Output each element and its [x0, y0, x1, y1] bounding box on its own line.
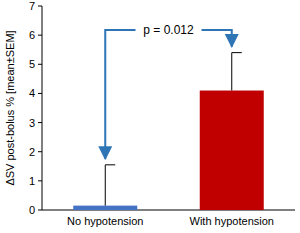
- bar: [73, 206, 137, 210]
- y-tick: [38, 180, 42, 181]
- y-tick: [38, 6, 42, 7]
- y-axis-label: ΔSV post-bolus % [mean±SEM]: [4, 30, 16, 185]
- x-tick-label: With hypotension: [190, 215, 274, 227]
- annotation-arrow: [105, 30, 135, 159]
- y-tick: [38, 151, 42, 152]
- y-tick-label: 6: [29, 29, 35, 41]
- error-cap: [232, 52, 242, 53]
- error-bar: [105, 165, 115, 206]
- y-tick-label: 3: [29, 117, 35, 129]
- x-tick-label: No hypotension: [67, 215, 143, 227]
- chart-container: 0 1 2 3 4 5 6 7 ΔSV post-bolus % [mean±SEM] No hy…: [0, 0, 300, 233]
- y-tick: [38, 35, 42, 36]
- error-stem: [231, 53, 232, 91]
- y-tick-label: 0: [29, 204, 35, 216]
- error-cap: [105, 164, 115, 165]
- y-tick-label: 5: [29, 58, 35, 70]
- y-tick: [38, 64, 42, 65]
- y-tick: [38, 93, 42, 94]
- annotation-arrow: [202, 30, 232, 47]
- error-stem: [105, 165, 106, 206]
- y-tick: [38, 210, 42, 211]
- y-tick-label: 4: [29, 87, 35, 99]
- error-bar: [232, 53, 242, 91]
- annotation: p = 0.012: [143, 23, 194, 37]
- y-tick-label: 1: [29, 175, 35, 187]
- chart-svg: 0 1 2 3 4 5 6 7 ΔSV post-bolus % [mean±SEM] No hy…: [0, 0, 300, 233]
- bar: [200, 91, 264, 210]
- y-tick-label: 2: [29, 146, 35, 158]
- y-tick: [38, 122, 42, 123]
- bars: [73, 53, 264, 210]
- y-tick-label: 7: [29, 0, 35, 12]
- y-axis: [42, 6, 43, 210]
